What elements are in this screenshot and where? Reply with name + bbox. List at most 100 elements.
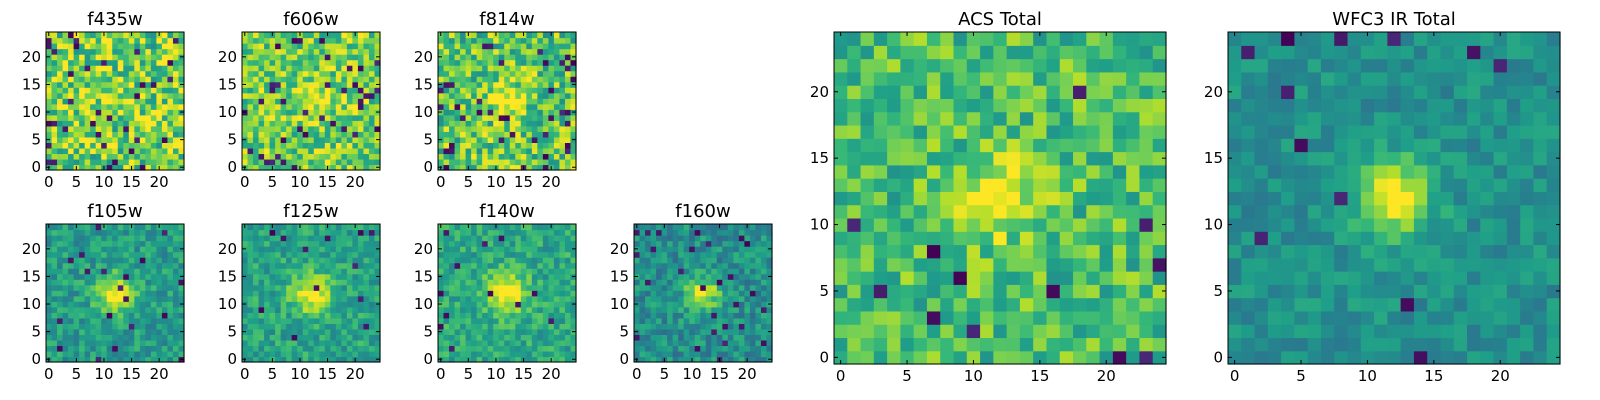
heatmap-cell: [1086, 164, 1101, 179]
heatmap-cell: [526, 284, 533, 291]
heatmap-cell: [733, 257, 740, 264]
heatmap-cell: [548, 158, 555, 166]
heatmap-cell: [84, 229, 91, 236]
heatmap-cell: [357, 323, 365, 330]
heatmap-cell: [460, 70, 467, 77]
heatmap-cell: [465, 295, 472, 302]
heatmap-cell: [672, 235, 679, 242]
heatmap-cell: [156, 345, 163, 352]
heatmap-cell: [564, 262, 572, 269]
heatmap-cell: [357, 153, 365, 160]
heatmap-cell: [537, 356, 544, 363]
heatmap-cell: [156, 59, 163, 66]
heatmap-cell: [313, 301, 320, 308]
heatmap-cell: [357, 114, 365, 121]
heatmap-cell: [62, 251, 69, 258]
heatmap-cell: [258, 103, 265, 110]
heatmap-cell: [493, 136, 500, 143]
heatmap-cell: [454, 279, 461, 286]
heatmap-cell: [711, 345, 718, 352]
heatmap-cell: [335, 120, 342, 127]
y-tick-label: 10: [414, 295, 433, 313]
heatmap-cell: [291, 76, 298, 83]
heatmap-cell: [178, 125, 185, 132]
heatmap-cell: [559, 37, 566, 44]
heatmap-cell: [526, 131, 533, 138]
heatmap-cell: [493, 109, 500, 116]
heatmap-cell: [319, 257, 326, 264]
heatmap-cell: [253, 284, 260, 291]
heatmap-cell: [449, 65, 456, 72]
heatmap-cell: [374, 37, 381, 44]
heatmap-cell: [324, 87, 331, 94]
heatmap-cell: [559, 306, 566, 313]
heatmap-cell: [324, 268, 331, 275]
heatmap-cell: [722, 334, 729, 341]
heatmap-cell: [291, 37, 298, 44]
heatmap-cell: [520, 153, 527, 160]
heatmap-cell: [722, 317, 729, 324]
heatmap-cell: [79, 334, 86, 341]
heatmap-cell: [749, 224, 757, 231]
heatmap-cell: [471, 43, 478, 50]
heatmap-cell: [280, 43, 287, 50]
heatmap-cell: [531, 235, 538, 242]
heatmap-cell: [460, 273, 467, 280]
heatmap-cell: [564, 65, 572, 72]
heatmap-cell: [487, 262, 494, 269]
heatmap-cell: [95, 317, 102, 324]
heatmap-cell: [711, 224, 718, 231]
heatmap-cell: [476, 103, 483, 110]
heatmap-cell: [766, 334, 773, 341]
y-tick-label: 10: [218, 295, 237, 313]
heatmap-cell: [661, 339, 668, 347]
heatmap-cell: [526, 54, 533, 61]
heatmap-cell: [537, 32, 544, 39]
heatmap-cell: [526, 273, 533, 280]
heatmap-cell: [269, 120, 276, 127]
heatmap-cell: [656, 295, 663, 302]
heatmap-cell: [106, 81, 113, 88]
heatmap-cell: [178, 142, 185, 149]
heatmap-cell: [1059, 257, 1074, 272]
heatmap-cell: [564, 153, 572, 160]
heatmap-cell: [68, 240, 75, 247]
heatmap-cell: [112, 240, 119, 247]
heatmap-cell: [564, 284, 572, 291]
heatmap-cell: [123, 323, 130, 330]
heatmap-cell: [128, 323, 135, 330]
heatmap-cell: [134, 153, 141, 160]
heatmap-cell: [291, 328, 298, 335]
heatmap-cell: [564, 81, 572, 88]
heatmap-cell: [139, 224, 146, 231]
heatmap-cell: [454, 345, 461, 352]
heatmap-cell: [639, 290, 646, 297]
heatmap-cell: [368, 103, 376, 110]
heatmap-cell: [134, 317, 141, 324]
heatmap-cell: [531, 109, 538, 116]
heatmap-cell: [700, 328, 707, 335]
heatmap-cell: [526, 262, 533, 269]
heatmap-cell: [749, 334, 757, 341]
heatmap-cell: [258, 70, 265, 77]
heatmap-cell: [79, 235, 86, 242]
heatmap-cell: [145, 356, 152, 363]
heatmap-cell: [269, 103, 276, 110]
heatmap-cell: [438, 37, 445, 44]
heatmap-cell: [1139, 324, 1154, 339]
heatmap-cell: [73, 345, 80, 352]
heatmap-cell: [504, 317, 511, 324]
heatmap-cell: [117, 334, 124, 341]
heatmap-cell: [689, 273, 696, 280]
heatmap-cell: [90, 65, 97, 72]
heatmap-cell: [1099, 204, 1114, 219]
heatmap-cell: [744, 268, 751, 275]
heatmap-cell: [357, 224, 365, 231]
heatmap-cell: [286, 339, 293, 347]
heatmap-cell: [443, 131, 450, 138]
heatmap-cell: [553, 334, 561, 341]
heatmap-cell: [57, 81, 64, 88]
heatmap-cell: [156, 65, 163, 72]
heatmap-cell: [117, 32, 124, 39]
heatmap-cell: [145, 87, 152, 94]
